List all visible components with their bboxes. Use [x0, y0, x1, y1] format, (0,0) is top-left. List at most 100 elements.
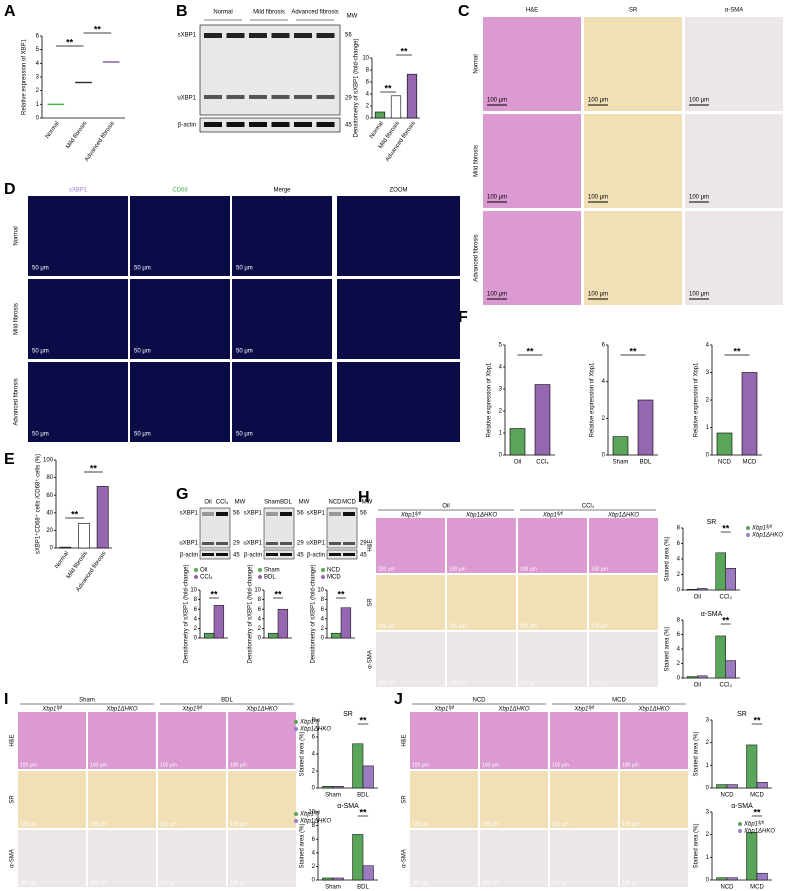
genotype-label: Xbp1ᶠˡ/ᶠˡ: [400, 512, 422, 519]
bar: [374, 111, 386, 119]
blot-band: [329, 512, 341, 516]
bar: [390, 95, 402, 119]
y-tick-label: 5: [499, 343, 503, 349]
significance: **: [400, 46, 408, 56]
column-label: α-SMA: [725, 8, 743, 14]
fluorescence-image: [130, 279, 230, 359]
legend-marker: [746, 526, 750, 530]
scale-bar-label: 100 μm: [449, 566, 466, 572]
y-tick-label: 8: [321, 597, 325, 603]
bar: [715, 635, 727, 679]
y-tick-label: 8: [677, 526, 681, 532]
scale-bar-label: 100 μm: [90, 762, 107, 768]
y-tick-label: 2: [677, 661, 681, 667]
blot-band: [204, 122, 222, 127]
row-label: Normal: [474, 54, 480, 73]
scale-bar-label: 100 μm: [482, 762, 499, 768]
y-tick-label: 2: [312, 769, 316, 775]
western-blot: [199, 549, 231, 560]
legend-label: Xbp1ᶠˡ/ᶠˡ: [299, 811, 321, 818]
genotype-label: Xbp1ΔHKO: [105, 707, 137, 713]
y-tick-label: 4: [366, 92, 370, 98]
column-label: ZOOM: [390, 188, 408, 194]
y-tick-label: 2: [366, 104, 370, 110]
histology-image: [589, 632, 658, 687]
mw-value: 29: [345, 96, 352, 102]
histology-image: [584, 114, 682, 208]
y-tick-label: 1: [706, 763, 710, 769]
scale-bar-label: 100 μm: [552, 880, 569, 886]
legend-marker: [746, 533, 750, 537]
y-tick-label: 0: [321, 636, 325, 642]
histology-image: [584, 17, 682, 111]
histology-image: [584, 211, 682, 305]
y-tick-label: 0: [258, 636, 262, 642]
blot-band: [280, 542, 292, 545]
row-label: SR: [402, 795, 408, 804]
x-tick-label: Oil: [694, 595, 701, 601]
x-tick-label: CCl₄: [720, 595, 733, 601]
bar: [332, 786, 344, 789]
bar: [726, 877, 738, 881]
blot-band: [316, 122, 335, 127]
scale-bar-label: 100 μm: [482, 880, 499, 886]
scale-bar-label: 100 μm: [378, 680, 395, 686]
mw-value: 56: [297, 511, 304, 517]
band-label: β-actin: [178, 123, 196, 129]
histology-image: [410, 830, 478, 887]
chart-title: α-SMA: [731, 803, 753, 810]
y-tick-label: 2: [312, 864, 316, 870]
y-tick-label: 6: [677, 632, 681, 638]
lane-label: MCD: [342, 500, 356, 506]
y-tick-label: 0: [194, 636, 198, 642]
lane-group-label: Normal: [213, 10, 232, 16]
x-tick-label: Sham: [325, 885, 341, 891]
y-tick-label: 0: [499, 453, 503, 459]
scale-bar-label: 50 μm: [236, 266, 253, 272]
bar: [756, 872, 768, 881]
bar: [726, 784, 738, 789]
legend-marker: [321, 575, 325, 579]
row-label: SR: [368, 598, 374, 607]
legend-marker: [294, 727, 298, 731]
y-tick-label: 10: [317, 588, 324, 594]
blot-band: [204, 95, 222, 99]
legend-label: Xbp1ᶠˡ/ᶠˡ: [299, 719, 321, 726]
band-label: sXBP1: [307, 511, 326, 517]
bar: [756, 782, 768, 789]
bar: [362, 765, 374, 789]
chart-title: SR: [343, 711, 353, 718]
blot-band: [202, 553, 214, 556]
blot-band: [329, 542, 341, 545]
mw-label: MW: [299, 500, 310, 506]
blot-band: [266, 512, 278, 516]
blot-band: [202, 542, 214, 545]
blot-band: [294, 95, 312, 99]
y-tick-label: 0: [50, 546, 54, 552]
scale-bar-label: 100 μm: [588, 98, 608, 104]
legend-label: BDL: [264, 575, 276, 581]
blot-band: [316, 33, 335, 38]
bar: [612, 436, 629, 456]
bar: [687, 588, 698, 591]
significance: **: [753, 807, 761, 817]
blot-band: [226, 95, 245, 99]
band-label: uXBP1: [306, 541, 325, 547]
scale-bar-label: 100 μm: [20, 762, 37, 768]
y-tick-label: 10: [254, 588, 261, 594]
bar: [741, 372, 758, 456]
y-tick-label: 1: [706, 855, 710, 861]
histology-image: [550, 771, 618, 828]
western-blot: [326, 549, 358, 560]
panel-letter: E: [4, 451, 15, 468]
x-tick-label: Normal: [45, 121, 61, 140]
histology-image: [158, 771, 226, 828]
scale-bar-label: 100 μm: [449, 623, 466, 629]
row-label: H&E: [402, 734, 408, 746]
genotype-label: Xbp1ΔHKO: [637, 707, 669, 713]
histology-image: [483, 17, 581, 111]
chart-title: α-SMA: [701, 611, 723, 618]
legend-label: MCD: [327, 575, 341, 581]
legend-label: Xbp1ΔHKO: [743, 829, 775, 835]
x-tick-label: Advanced fibrosis: [84, 121, 116, 163]
